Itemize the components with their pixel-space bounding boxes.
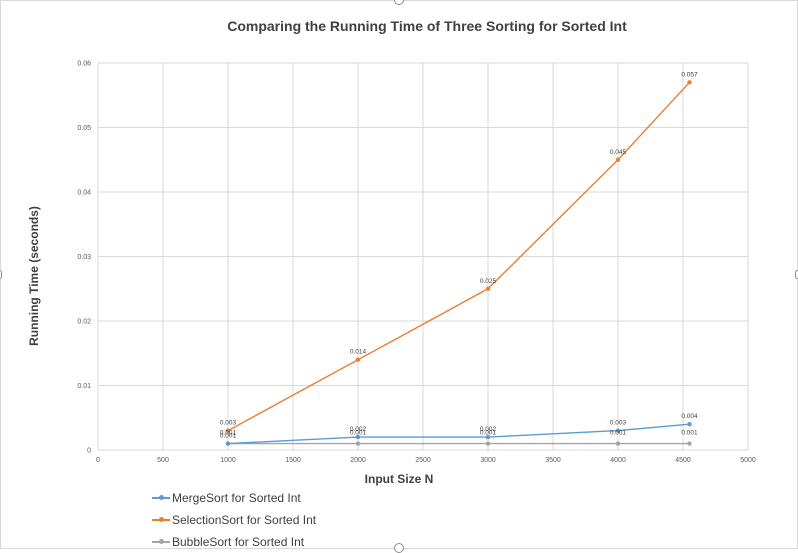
data-point (485, 286, 491, 291)
data-label: 0.001 (480, 430, 497, 437)
x-tick-label: 2000 (350, 457, 366, 464)
data-point (485, 441, 491, 446)
legend-swatch-selectionsort (152, 515, 170, 525)
x-tick-label: 1500 (285, 457, 301, 464)
x-tick-label: 4500 (675, 457, 691, 464)
data-label: 0.001 (220, 430, 237, 437)
data-point (687, 422, 692, 427)
data-point (615, 428, 621, 433)
x-tick-label: 2500 (415, 457, 431, 464)
resize-handle-left[interactable] (0, 270, 2, 279)
data-label: 0.003 (220, 420, 237, 427)
y-tick-label: 0.01 (77, 383, 91, 390)
data-label: 0.002 (350, 426, 367, 433)
y-tick-label: 0 (87, 448, 91, 455)
data-point (355, 441, 361, 446)
legend-item-mergesort[interactable]: MergeSort for Sorted Int (152, 487, 316, 509)
x-tick-label: 1000 (220, 457, 236, 464)
data-point (687, 441, 692, 446)
y-tick-label: 0.03 (77, 254, 91, 261)
data-point (355, 434, 361, 440)
legend-label: BubbleSort for Sorted Int (172, 535, 305, 549)
legend-swatch-mergesort (152, 493, 170, 503)
series-group (225, 80, 692, 446)
x-tick-label: 0 (96, 457, 100, 464)
data-point (485, 434, 491, 440)
x-tick-label: 3500 (545, 457, 561, 464)
legend-label: MergeSort for Sorted Int (172, 491, 301, 505)
y-tick-label: 0.04 (77, 190, 91, 197)
data-label: 0.004 (681, 413, 698, 420)
x-tick-label: 4000 (610, 457, 626, 464)
legend-swatch-bubblesort (152, 537, 170, 547)
data-label: 0.001 (350, 430, 367, 437)
data-label: 0.057 (681, 71, 698, 78)
legend: MergeSort for Sorted Int SelectionSort f… (152, 487, 316, 553)
axis-ticks: 0 500 1000 1500 2000 2500 3000 3500 4000 4500 5000… (77, 61, 756, 465)
legend-item-selectionsort[interactable]: SelectionSort for Sorted Int (152, 509, 316, 531)
data-point (615, 441, 621, 446)
resize-handle-right[interactable] (795, 270, 798, 279)
chart-title: Comparing the Running Time of Three Sort… (227, 18, 627, 34)
data-point (355, 357, 361, 362)
data-label: 0.001 (220, 433, 237, 440)
x-tick-label: 500 (157, 457, 169, 464)
legend-label: SelectionSort for Sorted Int (172, 513, 317, 527)
data-label: 0.045 (610, 149, 627, 156)
data-label: 0.014 (350, 349, 367, 356)
y-tick-label: 0.02 (77, 319, 91, 326)
data-point (615, 157, 621, 162)
data-label: 0.001 (681, 430, 698, 437)
data-label: 0.001 (610, 430, 627, 437)
x-axis-title: Input Size N (365, 472, 434, 486)
x-tick-label: 3000 (480, 457, 496, 464)
y-tick-label: 0.05 (77, 125, 91, 132)
data-point (687, 80, 692, 85)
data-label: 0.025 (480, 278, 497, 285)
data-label: 0.002 (480, 426, 497, 433)
x-tick-label: 5000 (740, 457, 756, 464)
data-point (225, 441, 231, 446)
data-label: 0.003 (610, 420, 627, 427)
gridlines (97, 62, 749, 451)
y-axis-title: Running Time (seconds) (27, 206, 41, 346)
legend-item-bubblesort[interactable]: BubbleSort for Sorted Int (152, 531, 316, 553)
y-tick-label: 0.06 (77, 61, 91, 68)
data-point (225, 428, 231, 433)
